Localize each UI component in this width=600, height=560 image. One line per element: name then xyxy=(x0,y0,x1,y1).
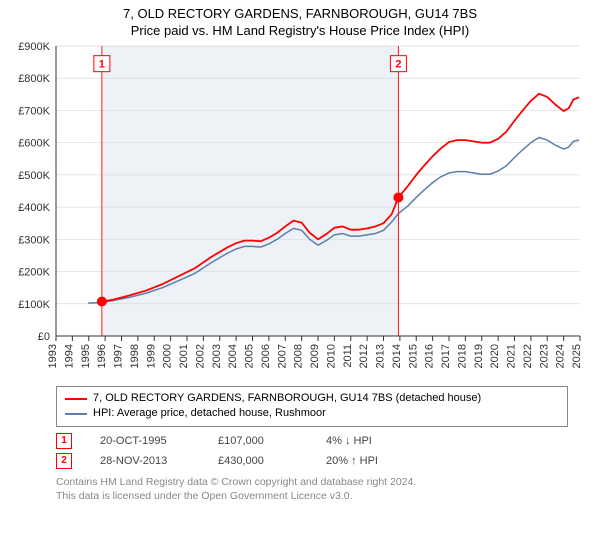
svg-text:1997: 1997 xyxy=(113,344,125,368)
svg-text:2007: 2007 xyxy=(276,344,288,368)
event-date-2: 28-NOV-2013 xyxy=(100,455,190,467)
svg-text:£600K: £600K xyxy=(18,138,50,150)
event-price-2: £430,000 xyxy=(218,455,298,467)
legend: 7, OLD RECTORY GARDENS, FARNBOROUGH, GU1… xyxy=(56,386,568,427)
event-row-1: 1 20-OCT-1995 £107,000 4% ↓ HPI xyxy=(56,433,568,449)
event-marker-2: 2 xyxy=(56,453,72,469)
chart-title-address: 7, OLD RECTORY GARDENS, FARNBOROUGH, GU1… xyxy=(0,6,600,21)
licence-footer: Contains HM Land Registry data © Crown c… xyxy=(56,475,568,503)
svg-text:2005: 2005 xyxy=(244,344,256,368)
svg-text:2022: 2022 xyxy=(522,344,534,368)
svg-text:1993: 1993 xyxy=(47,344,59,368)
svg-text:2023: 2023 xyxy=(538,344,550,368)
svg-text:£0: £0 xyxy=(38,331,50,343)
svg-text:2001: 2001 xyxy=(178,344,190,368)
event-delta-1: 4% ↓ HPI xyxy=(326,435,372,447)
svg-text:2016: 2016 xyxy=(424,344,436,368)
svg-text:2014: 2014 xyxy=(391,344,403,368)
svg-text:£900K: £900K xyxy=(18,41,50,53)
svg-text:2000: 2000 xyxy=(162,344,174,368)
svg-text:£200K: £200K xyxy=(18,267,50,279)
svg-text:2018: 2018 xyxy=(456,344,468,368)
svg-text:1996: 1996 xyxy=(96,344,108,368)
legend-item-series2: HPI: Average price, detached house, Rush… xyxy=(65,406,559,421)
svg-text:2012: 2012 xyxy=(358,344,370,368)
svg-text:2025: 2025 xyxy=(571,344,583,368)
svg-text:2020: 2020 xyxy=(489,344,501,368)
svg-text:2013: 2013 xyxy=(375,344,387,368)
chart-title-subtitle: Price paid vs. HM Land Registry's House … xyxy=(0,23,600,38)
transaction-events: 1 20-OCT-1995 £107,000 4% ↓ HPI 2 28-NOV… xyxy=(56,433,568,469)
svg-text:£500K: £500K xyxy=(18,170,50,182)
svg-text:2006: 2006 xyxy=(260,344,272,368)
event-date-1: 20-OCT-1995 xyxy=(100,435,190,447)
svg-text:1994: 1994 xyxy=(63,344,75,368)
svg-text:1: 1 xyxy=(99,59,105,71)
svg-text:£400K: £400K xyxy=(18,202,50,214)
legend-item-series1: 7, OLD RECTORY GARDENS, FARNBOROUGH, GU1… xyxy=(65,391,559,406)
svg-text:£700K: £700K xyxy=(18,105,50,117)
event-price-1: £107,000 xyxy=(218,435,298,447)
legend-label-2: HPI: Average price, detached house, Rush… xyxy=(93,406,326,421)
svg-text:2011: 2011 xyxy=(342,344,354,368)
event-marker-1: 1 xyxy=(56,433,72,449)
price-chart: £0 £100K £200K £300K £400K £500K £600K £700K £80… xyxy=(0,38,600,378)
legend-swatch-2 xyxy=(65,413,87,415)
svg-text:2021: 2021 xyxy=(506,344,518,368)
svg-text:2019: 2019 xyxy=(473,344,485,368)
svg-text:2002: 2002 xyxy=(194,344,206,368)
event-row-2: 2 28-NOV-2013 £430,000 20% ↑ HPI xyxy=(56,453,568,469)
svg-text:£800K: £800K xyxy=(18,73,50,85)
svg-text:£300K: £300K xyxy=(18,234,50,246)
svg-text:2004: 2004 xyxy=(227,344,239,368)
event-delta-2: 20% ↑ HPI xyxy=(326,455,378,467)
legend-swatch-1 xyxy=(65,398,87,400)
svg-text:2017: 2017 xyxy=(440,344,452,368)
svg-text:2: 2 xyxy=(395,59,401,71)
svg-text:£100K: £100K xyxy=(18,299,50,311)
licence-line-1: Contains HM Land Registry data © Crown c… xyxy=(56,475,568,489)
svg-text:2015: 2015 xyxy=(407,344,419,368)
svg-text:1998: 1998 xyxy=(129,344,141,368)
svg-text:2009: 2009 xyxy=(309,344,321,368)
svg-text:2024: 2024 xyxy=(555,344,567,368)
legend-label-1: 7, OLD RECTORY GARDENS, FARNBOROUGH, GU1… xyxy=(93,391,481,406)
svg-text:1995: 1995 xyxy=(80,344,92,368)
svg-text:2003: 2003 xyxy=(211,344,223,368)
svg-text:2010: 2010 xyxy=(325,344,337,368)
svg-text:2008: 2008 xyxy=(293,344,305,368)
licence-line-2: This data is licensed under the Open Gov… xyxy=(56,489,568,503)
svg-text:1999: 1999 xyxy=(145,344,157,368)
